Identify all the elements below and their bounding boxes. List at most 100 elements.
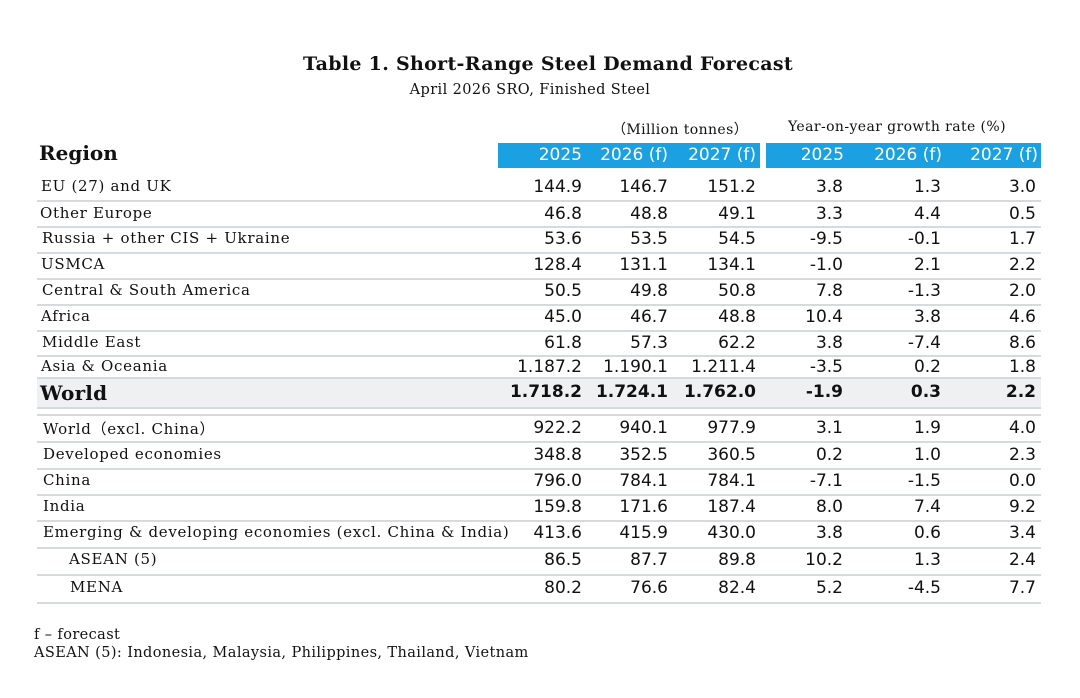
- table-cell: 2.2: [1005, 382, 1036, 402]
- col-header-volume-2027f: 2027 (f): [688, 145, 756, 165]
- table-cell: 2.0: [1008, 281, 1036, 301]
- col-header-volume-2025: 2025: [538, 145, 582, 165]
- table-cell: 76.6: [630, 578, 668, 598]
- table-cell: 796.0: [533, 471, 582, 491]
- table-cell: -1.5: [907, 471, 941, 491]
- table-cell: 2.3: [1008, 445, 1036, 465]
- table-cell: -7.4: [907, 333, 941, 353]
- table-cell: 1.7: [1008, 229, 1036, 249]
- row-label: World: [40, 381, 108, 405]
- row-divider: [37, 494, 1041, 496]
- table-cell: 1.9: [913, 418, 941, 438]
- table-cell: 3.8: [913, 307, 941, 327]
- footnote-asean: ASEAN (5): Indonesia, Malaysia, Philippi…: [34, 645, 529, 661]
- table-cell: 7.7: [1008, 578, 1036, 598]
- col-header-volume-2026f: 2026 (f): [600, 145, 668, 165]
- row-divider: [37, 468, 1041, 470]
- table-cell: 10.4: [805, 307, 843, 327]
- table-cell: 4.4: [913, 204, 941, 224]
- table-cell: 922.2: [533, 418, 582, 438]
- table-cell: 48.8: [630, 204, 668, 224]
- table-cell: 53.6: [544, 229, 582, 249]
- row-divider: [37, 547, 1041, 549]
- table-cell: 4.6: [1008, 307, 1036, 327]
- table-cell: 940.1: [619, 418, 668, 438]
- row-label: Other Europe: [40, 204, 153, 222]
- row-label: USMCA: [41, 255, 106, 273]
- row-label: World（excl. China）: [43, 420, 216, 438]
- table-cell: 146.7: [619, 177, 668, 197]
- row-divider: [37, 200, 1041, 202]
- table-cell: 1.0: [913, 445, 941, 465]
- table-cell: 8.6: [1008, 333, 1036, 353]
- table-cell: 128.4: [533, 255, 582, 275]
- table-cell: 1.3: [913, 177, 941, 197]
- table-cell: -3.5: [809, 357, 843, 377]
- row-divider: [37, 226, 1041, 228]
- table-cell: -9.5: [809, 229, 843, 249]
- row-divider: [37, 602, 1041, 604]
- table-cell: 86.5: [544, 550, 582, 570]
- table-cell: 4.0: [1008, 418, 1036, 438]
- table-cell: 3.3: [815, 204, 843, 224]
- table-cell: 61.8: [544, 333, 582, 353]
- table-cell: 784.1: [707, 471, 756, 491]
- world-row-highlight: [37, 377, 1041, 407]
- col-header-growth-2027f: 2027 (f): [970, 145, 1038, 165]
- row-label: Middle East: [42, 333, 142, 351]
- table-cell: 49.8: [630, 281, 668, 301]
- table-cell: -7.1: [809, 471, 843, 491]
- table-cell: 171.6: [619, 497, 668, 517]
- table-cell: 9.2: [1008, 497, 1036, 517]
- table-cell: 1.8: [1008, 357, 1036, 377]
- table-cell: 1.187.2: [517, 357, 582, 377]
- table-cell: -0.1: [907, 229, 941, 249]
- table-cell: 1.718.2: [509, 382, 582, 402]
- row-divider: [37, 377, 1041, 379]
- table-cell: 0.6: [913, 523, 941, 543]
- table-cell: 1.3: [913, 550, 941, 570]
- table-cell: 0.0: [1008, 471, 1036, 491]
- table-cell: 7.8: [815, 281, 843, 301]
- volume-header-bar: [498, 143, 760, 168]
- row-divider: [37, 355, 1041, 357]
- table-cell: 977.9: [707, 418, 756, 438]
- row-divider: [37, 520, 1041, 522]
- row-label: ASEAN (5): [69, 550, 158, 568]
- footnote-forecast: f – forecast: [34, 627, 121, 643]
- row-divider: [37, 252, 1041, 254]
- table-cell: 159.8: [533, 497, 582, 517]
- row-label: Russia + other CIS + Ukraine: [42, 229, 291, 247]
- row-label: Africa: [41, 307, 91, 325]
- table-cell: 144.9: [533, 177, 582, 197]
- table-cell: 45.0: [544, 307, 582, 327]
- region-header: Region: [39, 141, 118, 165]
- row-divider: [37, 407, 1041, 409]
- row-label: Asia & Oceania: [41, 357, 168, 375]
- table-cell: 2.1: [913, 255, 941, 275]
- table-cell: 3.8: [815, 177, 843, 197]
- table-cell: 57.3: [630, 333, 668, 353]
- table-cell: 3.8: [815, 333, 843, 353]
- table-cell: 46.8: [544, 204, 582, 224]
- table-cell: 62.2: [718, 333, 756, 353]
- col-header-growth-2025: 2025: [800, 145, 844, 165]
- row-label: Emerging & developing economies (excl. C…: [43, 523, 510, 541]
- row-label: China: [43, 471, 92, 489]
- col-header-growth-2026f: 2026 (f): [874, 145, 942, 165]
- table-cell: 0.5: [1008, 204, 1036, 224]
- table-cell: -1.3: [907, 281, 941, 301]
- table-cell: 82.4: [718, 578, 756, 598]
- table-cell: -1.9: [805, 382, 843, 402]
- table-cell: 3.1: [815, 418, 843, 438]
- table-subtitle: April 2026 SRO, Finished Steel: [409, 82, 651, 98]
- table-cell: 48.8: [718, 307, 756, 327]
- table-cell: 0.2: [815, 445, 843, 465]
- table-cell: 360.5: [707, 445, 756, 465]
- table-cell: 1.724.1: [595, 382, 668, 402]
- table-cell: 89.8: [718, 550, 756, 570]
- row-label: MENA: [70, 578, 124, 596]
- table-cell: 50.5: [544, 281, 582, 301]
- row-divider: [37, 278, 1041, 280]
- table-cell: 80.2: [544, 578, 582, 598]
